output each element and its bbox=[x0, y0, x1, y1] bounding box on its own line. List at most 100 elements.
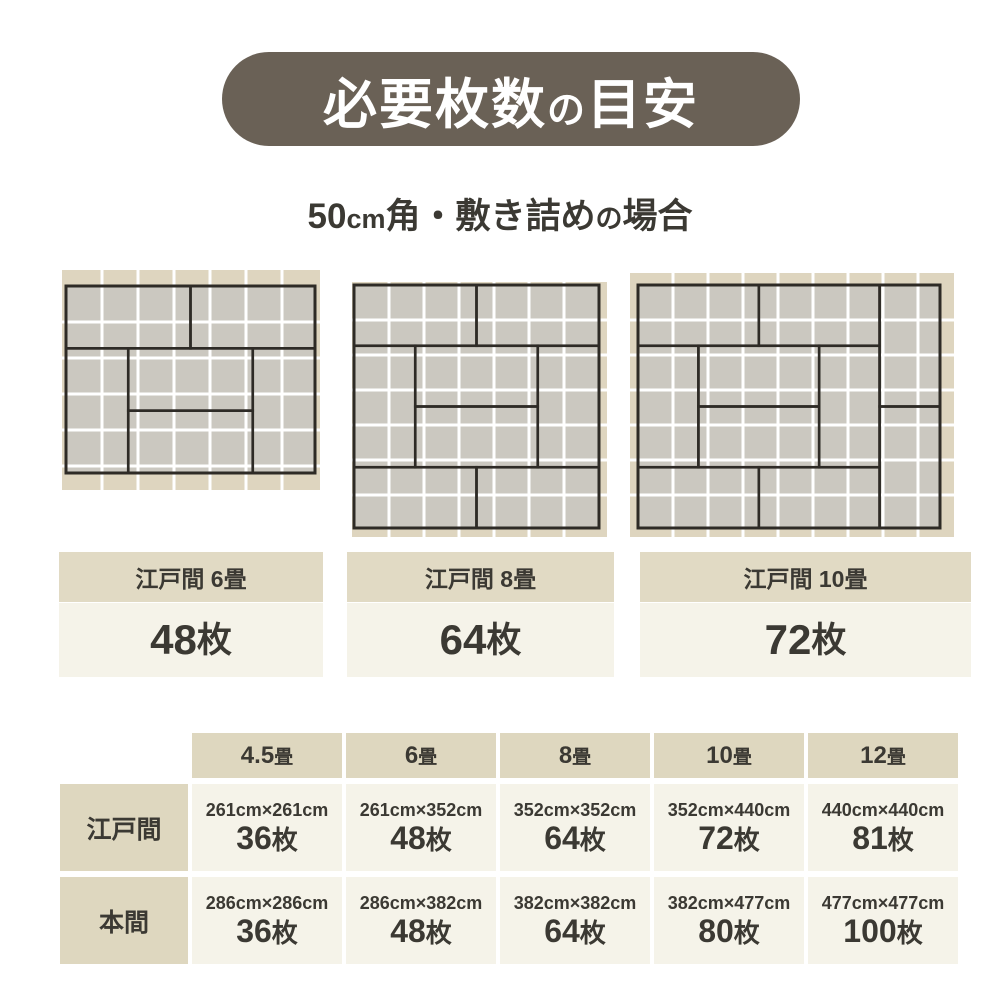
text-segment: の bbox=[546, 89, 587, 132]
table-data-cell: 382cm×382cm 64枚 bbox=[500, 877, 650, 964]
cell-dimensions: 286cm×382cm bbox=[359, 893, 483, 913]
card-room-label: 江戸間 6畳 bbox=[59, 552, 323, 602]
floor-layout-diagram-6jo bbox=[62, 270, 320, 490]
text-segment: 48 bbox=[150, 616, 197, 663]
tile-grid-svg bbox=[62, 270, 320, 490]
text-segment: 枚 bbox=[733, 918, 760, 948]
card-tile-count: 48 枚 bbox=[59, 603, 323, 677]
table-data-cell: 352cm×440cm 72枚 bbox=[654, 784, 804, 871]
text-segment: 10 bbox=[706, 741, 733, 769]
cell-tile-count: 48枚 bbox=[390, 822, 452, 854]
text-segment: 畳 bbox=[274, 747, 294, 768]
cell-tile-count: 36枚 bbox=[236, 822, 298, 854]
text-segment: 64 bbox=[544, 820, 580, 856]
cell-tile-count: 48枚 bbox=[390, 915, 452, 947]
text-segment: 角・敷き詰め bbox=[385, 197, 596, 236]
text-segment: 36 bbox=[236, 913, 272, 949]
text-segment: 畳 bbox=[418, 747, 438, 768]
text-segment: 枚 bbox=[579, 918, 606, 948]
table-data-cell: 261cm×352cm 48枚 bbox=[346, 784, 496, 871]
text-segment: 12 bbox=[860, 741, 887, 769]
text-segment: 64 bbox=[439, 616, 487, 663]
table-data-cell: 261cm×261cm 36枚 bbox=[192, 784, 342, 871]
text-segment: 枚 bbox=[425, 825, 452, 855]
cell-dimensions: 261cm×261cm bbox=[205, 800, 329, 820]
page-title: 必要枚数の目安 bbox=[323, 60, 699, 139]
text-segment: 80 bbox=[698, 913, 734, 949]
table-data-cell: 352cm×352cm 64枚 bbox=[500, 784, 650, 871]
text-segment: 72 bbox=[764, 616, 812, 663]
cell-dimensions: 286cm×286cm bbox=[205, 893, 329, 913]
card-tile-count: 64 枚 bbox=[347, 603, 614, 677]
text-segment: 枚 bbox=[425, 918, 452, 948]
table-corner-cell bbox=[60, 733, 188, 778]
text-segment: 4.5 bbox=[240, 741, 275, 769]
text-segment: 枚 bbox=[811, 620, 847, 660]
summary-card-10jo: 江戸間 10畳 72 枚 bbox=[640, 552, 971, 677]
subtitle: 50cm角・敷き詰めの場合 bbox=[0, 188, 1000, 239]
text-segment: cm bbox=[346, 204, 386, 234]
table-data-cell: 382cm×477cm 80枚 bbox=[654, 877, 804, 964]
text-segment: 必要枚数 bbox=[322, 74, 547, 135]
table-column-header: 12 畳 bbox=[808, 733, 958, 778]
table-row-label: 江戸間 bbox=[60, 784, 188, 871]
text-segment: 72 bbox=[698, 820, 734, 856]
text-segment: 枚 bbox=[196, 620, 232, 660]
floor-layout-diagram-10jo bbox=[630, 273, 954, 537]
text-segment: 枚 bbox=[896, 918, 923, 948]
text-segment: 枚 bbox=[887, 825, 914, 855]
text-segment: 8 bbox=[558, 741, 573, 769]
cell-tile-count: 100枚 bbox=[843, 915, 922, 947]
text-segment: 目安 bbox=[587, 74, 699, 135]
cell-dimensions: 382cm×382cm bbox=[513, 893, 637, 913]
cell-tile-count: 81枚 bbox=[852, 822, 914, 854]
title-banner: 必要枚数の目安 bbox=[222, 52, 800, 146]
table-data-cell: 286cm×286cm 36枚 bbox=[192, 877, 342, 964]
text-segment: 畳 bbox=[572, 747, 592, 768]
text-segment: の bbox=[595, 204, 623, 234]
card-tile-count: 72 枚 bbox=[640, 603, 971, 677]
summary-card-6jo: 江戸間 6畳 48 枚 bbox=[59, 552, 323, 677]
text-segment: 64 bbox=[544, 913, 580, 949]
text-segment: 50 bbox=[307, 197, 347, 236]
text-segment: 枚 bbox=[579, 825, 606, 855]
text-segment: 48 bbox=[390, 913, 426, 949]
text-segment: 100 bbox=[843, 913, 897, 949]
summary-card-8jo: 江戸間 8畳 64 枚 bbox=[347, 552, 614, 677]
card-room-label: 江戸間 10畳 bbox=[640, 552, 971, 602]
table-data-cell: 477cm×477cm 100枚 bbox=[808, 877, 958, 964]
tile-grid-svg bbox=[630, 273, 954, 537]
cell-tile-count: 64枚 bbox=[544, 915, 606, 947]
table-data-cell: 440cm×440cm 81枚 bbox=[808, 784, 958, 871]
table-data-cell: 286cm×382cm 48枚 bbox=[346, 877, 496, 964]
table-column-header: 4.5 畳 bbox=[192, 733, 342, 778]
cell-tile-count: 80枚 bbox=[698, 915, 760, 947]
table-column-header: 10 畳 bbox=[654, 733, 804, 778]
cell-dimensions: 261cm×352cm bbox=[359, 800, 483, 820]
card-room-label: 江戸間 8畳 bbox=[347, 552, 614, 602]
text-segment: 6 bbox=[404, 741, 419, 769]
text-segment: 枚 bbox=[271, 825, 298, 855]
table-row-label: 本間 bbox=[60, 877, 188, 964]
cell-dimensions: 352cm×440cm bbox=[667, 800, 791, 820]
cell-tile-count: 72枚 bbox=[698, 822, 760, 854]
text-segment: 48 bbox=[390, 820, 426, 856]
text-segment: 畳 bbox=[886, 747, 906, 768]
size-count-table: 4.5 畳 6 畳 8 畳 10 畳 12 畳江戸間 261cm×261cm 36枚 261cm×352… bbox=[60, 733, 958, 964]
cell-dimensions: 477cm×477cm bbox=[821, 893, 945, 913]
tile-grid-svg bbox=[352, 282, 607, 537]
cell-dimensions: 440cm×440cm bbox=[821, 800, 945, 820]
text-segment: 畳 bbox=[732, 747, 752, 768]
cell-dimensions: 382cm×477cm bbox=[667, 893, 791, 913]
text-segment: 枚 bbox=[486, 620, 522, 660]
cell-tile-count: 36枚 bbox=[236, 915, 298, 947]
cell-tile-count: 64枚 bbox=[544, 822, 606, 854]
text-segment: 場合 bbox=[622, 197, 693, 236]
text-segment: 36 bbox=[236, 820, 272, 856]
text-segment: 81 bbox=[852, 820, 888, 856]
text-segment: 枚 bbox=[271, 918, 298, 948]
floor-layout-diagram-8jo bbox=[352, 282, 607, 537]
